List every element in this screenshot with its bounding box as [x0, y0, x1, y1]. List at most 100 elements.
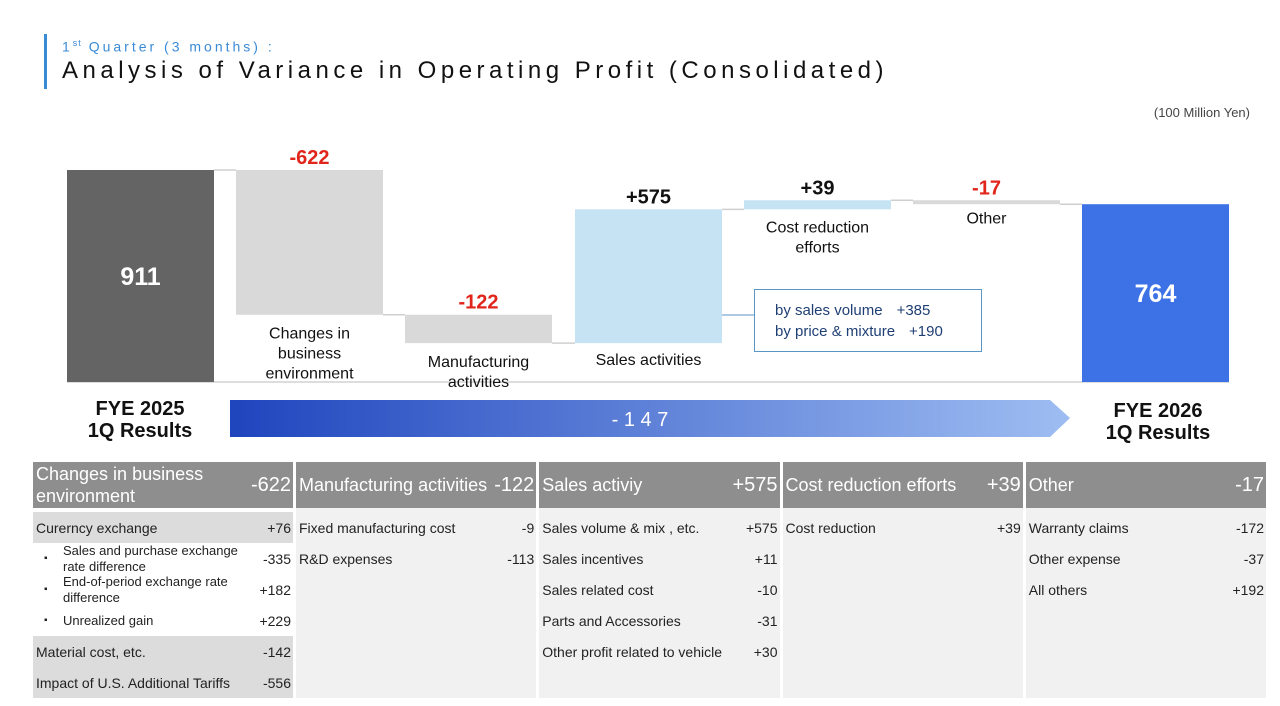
end-bar-label: 764	[1135, 280, 1177, 308]
table-row: Sales volume & mix , etc. +575	[539, 512, 779, 543]
row-label: Material cost, etc.	[36, 643, 146, 660]
row-value: +182	[259, 581, 291, 598]
row-label: Sales and purchase exchange rate differe…	[36, 543, 263, 575]
table-column: Changes in business environment -622 Curer…	[33, 462, 293, 698]
row-value: -9	[521, 519, 535, 536]
column-title: Changes in business environment	[36, 464, 204, 506]
row-value: +192	[1232, 581, 1264, 598]
start-bar-label: 911	[120, 263, 160, 291]
row-value: -142	[262, 643, 291, 660]
step-caption: Cost reduction	[766, 219, 869, 236]
column-title: Cost reduction efforts	[785, 475, 957, 495]
step-bar	[575, 209, 722, 344]
step-bar	[913, 200, 1060, 205]
step-caption: business	[278, 346, 341, 363]
sales-breakdown-row: by price & mixture +190	[775, 323, 943, 340]
row-value: +30	[753, 643, 778, 660]
step-value-label: +39	[801, 177, 835, 199]
table-row: Sales and purchase exchange rate differe…	[33, 543, 293, 574]
table-row: Impact of U.S. Additional Tariffs -556	[33, 667, 293, 698]
table-column-header: Changes in business environment -622	[33, 462, 293, 508]
end-caption: FYE 2026 1Q Results	[1105, 400, 1211, 444]
net-change-label: - 1 4 7	[612, 409, 669, 431]
row-label: Sales incentives	[542, 550, 644, 567]
row-label: Curerncy exchange	[36, 519, 158, 536]
column-total: +39	[986, 473, 1021, 496]
table-column-header: Manufacturing activities -122	[296, 462, 537, 508]
unit-label: (100 Million Yen)	[1153, 105, 1250, 120]
table-column-header: Cost reduction efforts +39	[782, 462, 1023, 508]
step-value-label: +575	[626, 186, 671, 208]
step-caption: environment	[265, 366, 354, 383]
net-change-arrow	[230, 400, 1070, 437]
row-label: R&D expenses	[299, 550, 393, 567]
row-value: +229	[259, 612, 291, 629]
row-label: Other expense	[1028, 550, 1121, 567]
row-value: +11	[754, 550, 778, 567]
row-label: All others	[1028, 581, 1088, 598]
step-bar	[744, 200, 891, 210]
step-value-label: -122	[458, 292, 498, 314]
breakdown-table: Changes in business environment -622 Curer…	[33, 462, 1266, 698]
row-label: Cost reduction	[785, 519, 876, 536]
table-row: All others +192	[1026, 574, 1266, 605]
row-value: -113	[507, 550, 535, 567]
step-caption: Sales activities	[596, 352, 702, 369]
row-value: +575	[745, 519, 778, 536]
table-row: Other expense -37	[1026, 543, 1266, 574]
page-subtitle: 1st Quarter (3 months) :	[62, 38, 275, 55]
row-label: Unrealized gain	[36, 613, 259, 629]
step-value-label: -622	[289, 147, 329, 169]
table-column: Sales activiy +575 Sales volume & mix , et…	[539, 462, 780, 698]
row-value: -10	[757, 581, 778, 598]
row-value: -172	[1235, 519, 1264, 536]
end-bar	[1082, 204, 1229, 382]
row-label: Other profit related to vehicle	[542, 643, 723, 660]
table-column: Manufacturing activities -122 Fixed manufa…	[296, 462, 537, 698]
column-total: -622	[250, 473, 291, 496]
table-column: Other -17 Warranty claims -172 Other expense…	[1025, 462, 1266, 698]
step-caption: Changes in	[269, 326, 350, 343]
page-title: Analysis of Variance in Operating Profit…	[62, 57, 889, 84]
row-value: +76	[267, 519, 291, 536]
row-value: +39	[997, 519, 1021, 536]
table-column-header: Other -17	[1025, 462, 1266, 508]
start-bar	[67, 170, 214, 382]
sales-breakdown-box: by sales volume +385 by price & mixture +1…	[754, 289, 982, 352]
table-row: Fixed manufacturing cost -9	[296, 512, 536, 543]
table-row: R&D expenses -113	[296, 543, 536, 574]
step-caption: efforts	[795, 239, 839, 256]
header-accent-bar	[44, 34, 47, 89]
table-row: Warranty claims -172	[1026, 512, 1266, 543]
column-total: +575	[732, 473, 778, 496]
step-value-label: -17	[972, 177, 1001, 199]
table-row: Sales related cost -10	[539, 574, 779, 605]
step-caption: activities	[448, 374, 509, 391]
row-value: -31	[757, 612, 778, 629]
sales-breakdown-row: by sales volume +385	[775, 302, 931, 319]
column-title: Other	[1028, 475, 1074, 495]
row-value: -335	[262, 550, 291, 567]
table-column: Cost reduction efforts +39 Cost reduction +…	[782, 462, 1023, 698]
row-label: End-of-period exchange rate difference	[36, 574, 259, 606]
row-label: Warranty claims	[1028, 519, 1129, 536]
table-row: Other profit related to vehicle +30	[539, 636, 779, 667]
waterfall-chart: 911 -622 Changes in business environment -122…	[67, 147, 1229, 437]
start-caption: FYE 2025 1Q Results	[87, 398, 193, 442]
table-row: Sales incentives +11	[539, 543, 779, 574]
table-row: Curerncy exchange +76	[33, 512, 293, 543]
row-value: -37	[1243, 550, 1264, 567]
step-caption: Manufacturing	[428, 354, 529, 371]
row-label: Sales volume & mix , etc.	[542, 519, 700, 536]
column-title: Sales activiy	[542, 475, 643, 495]
table-row: Cost reduction +39	[783, 512, 1023, 543]
column-title: Manufacturing activities	[299, 475, 488, 495]
row-value: -556	[262, 674, 291, 691]
table-row: Parts and Accessories -31	[539, 605, 779, 636]
column-total: -122	[494, 473, 535, 496]
row-label: Impact of U.S. Additional Tariffs	[36, 674, 231, 691]
table-row: Unrealized gain+229	[33, 605, 293, 636]
row-label: Sales related cost	[542, 581, 654, 598]
table-column-header: Sales activiy +575	[539, 462, 780, 508]
table-row: Material cost, etc. -142	[33, 636, 293, 667]
